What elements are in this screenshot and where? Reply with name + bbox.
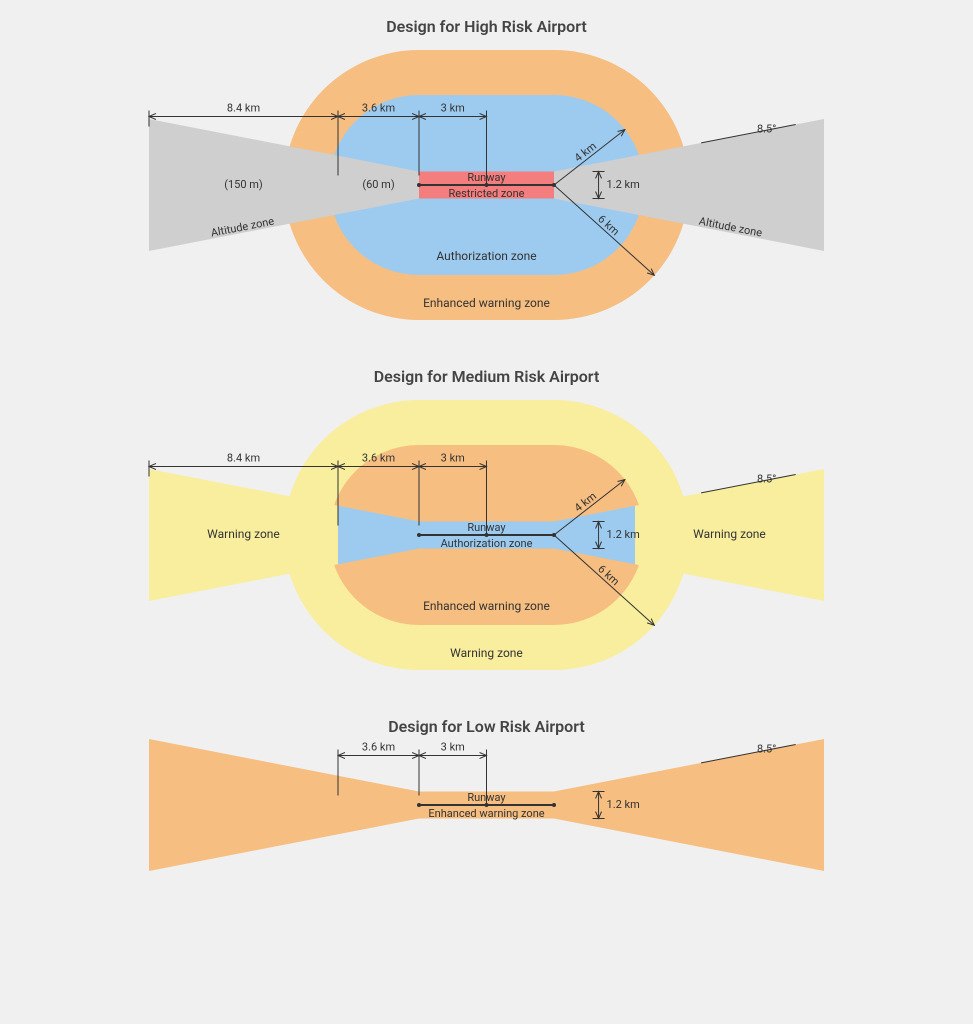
diagram-low: Design for Low Risk AirportRunwayEnhance… xyxy=(149,717,824,871)
svg-text:3.6 km: 3.6 km xyxy=(362,451,395,464)
wedge-angle: 8.5° xyxy=(757,742,776,755)
svg-text:3 km: 3 km xyxy=(441,451,465,464)
svg-text:1.2 km: 1.2 km xyxy=(607,178,640,191)
strip-zone-label: Restricted zone xyxy=(449,187,525,200)
alt-inner-height: (60 m) xyxy=(362,178,395,191)
svg-text:3.6 km: 3.6 km xyxy=(362,740,395,753)
svg-text:3.6 km: 3.6 km xyxy=(362,101,395,114)
wedge-angle: 8.5° xyxy=(757,122,776,135)
svg-text:3 km: 3 km xyxy=(441,101,465,114)
outer-wedge-left xyxy=(149,739,338,871)
svg-text:1.2 km: 1.2 km xyxy=(607,798,640,811)
diagram-medium: Design for Medium Risk AirportRunwayAuth… xyxy=(149,367,824,670)
wedge-label-left: Warning zone xyxy=(207,527,280,541)
diagram-title: Design for High Risk Airport xyxy=(386,17,587,36)
alt-outer-height: (150 m) xyxy=(224,178,263,191)
outer-zone-label: Enhanced warning zone xyxy=(423,296,550,310)
diagram-title: Design for Low Risk Airport xyxy=(388,717,585,736)
svg-text:8.4 km: 8.4 km xyxy=(227,451,260,464)
svg-text:1.2 km: 1.2 km xyxy=(607,528,640,541)
strip-zone-label: Authorization zone xyxy=(441,537,533,550)
diagram-title: Design for Medium Risk Airport xyxy=(374,367,600,386)
inner-zone-label: Enhanced warning zone xyxy=(423,599,550,613)
outer-zone-label: Warning zone xyxy=(450,646,523,660)
inner-zone-label: Authorization zone xyxy=(436,249,536,263)
wedge-label-right: Warning zone xyxy=(693,527,766,541)
svg-text:8.4 km: 8.4 km xyxy=(227,101,260,114)
strip-zone-label: Enhanced warning zone xyxy=(428,807,544,820)
svg-text:3 km: 3 km xyxy=(441,740,465,753)
outer-wedge-right xyxy=(635,739,824,871)
diagram-high: Design for High Risk AirportRunwayRestri… xyxy=(149,17,824,320)
wedge-angle: 8.5° xyxy=(757,472,776,485)
